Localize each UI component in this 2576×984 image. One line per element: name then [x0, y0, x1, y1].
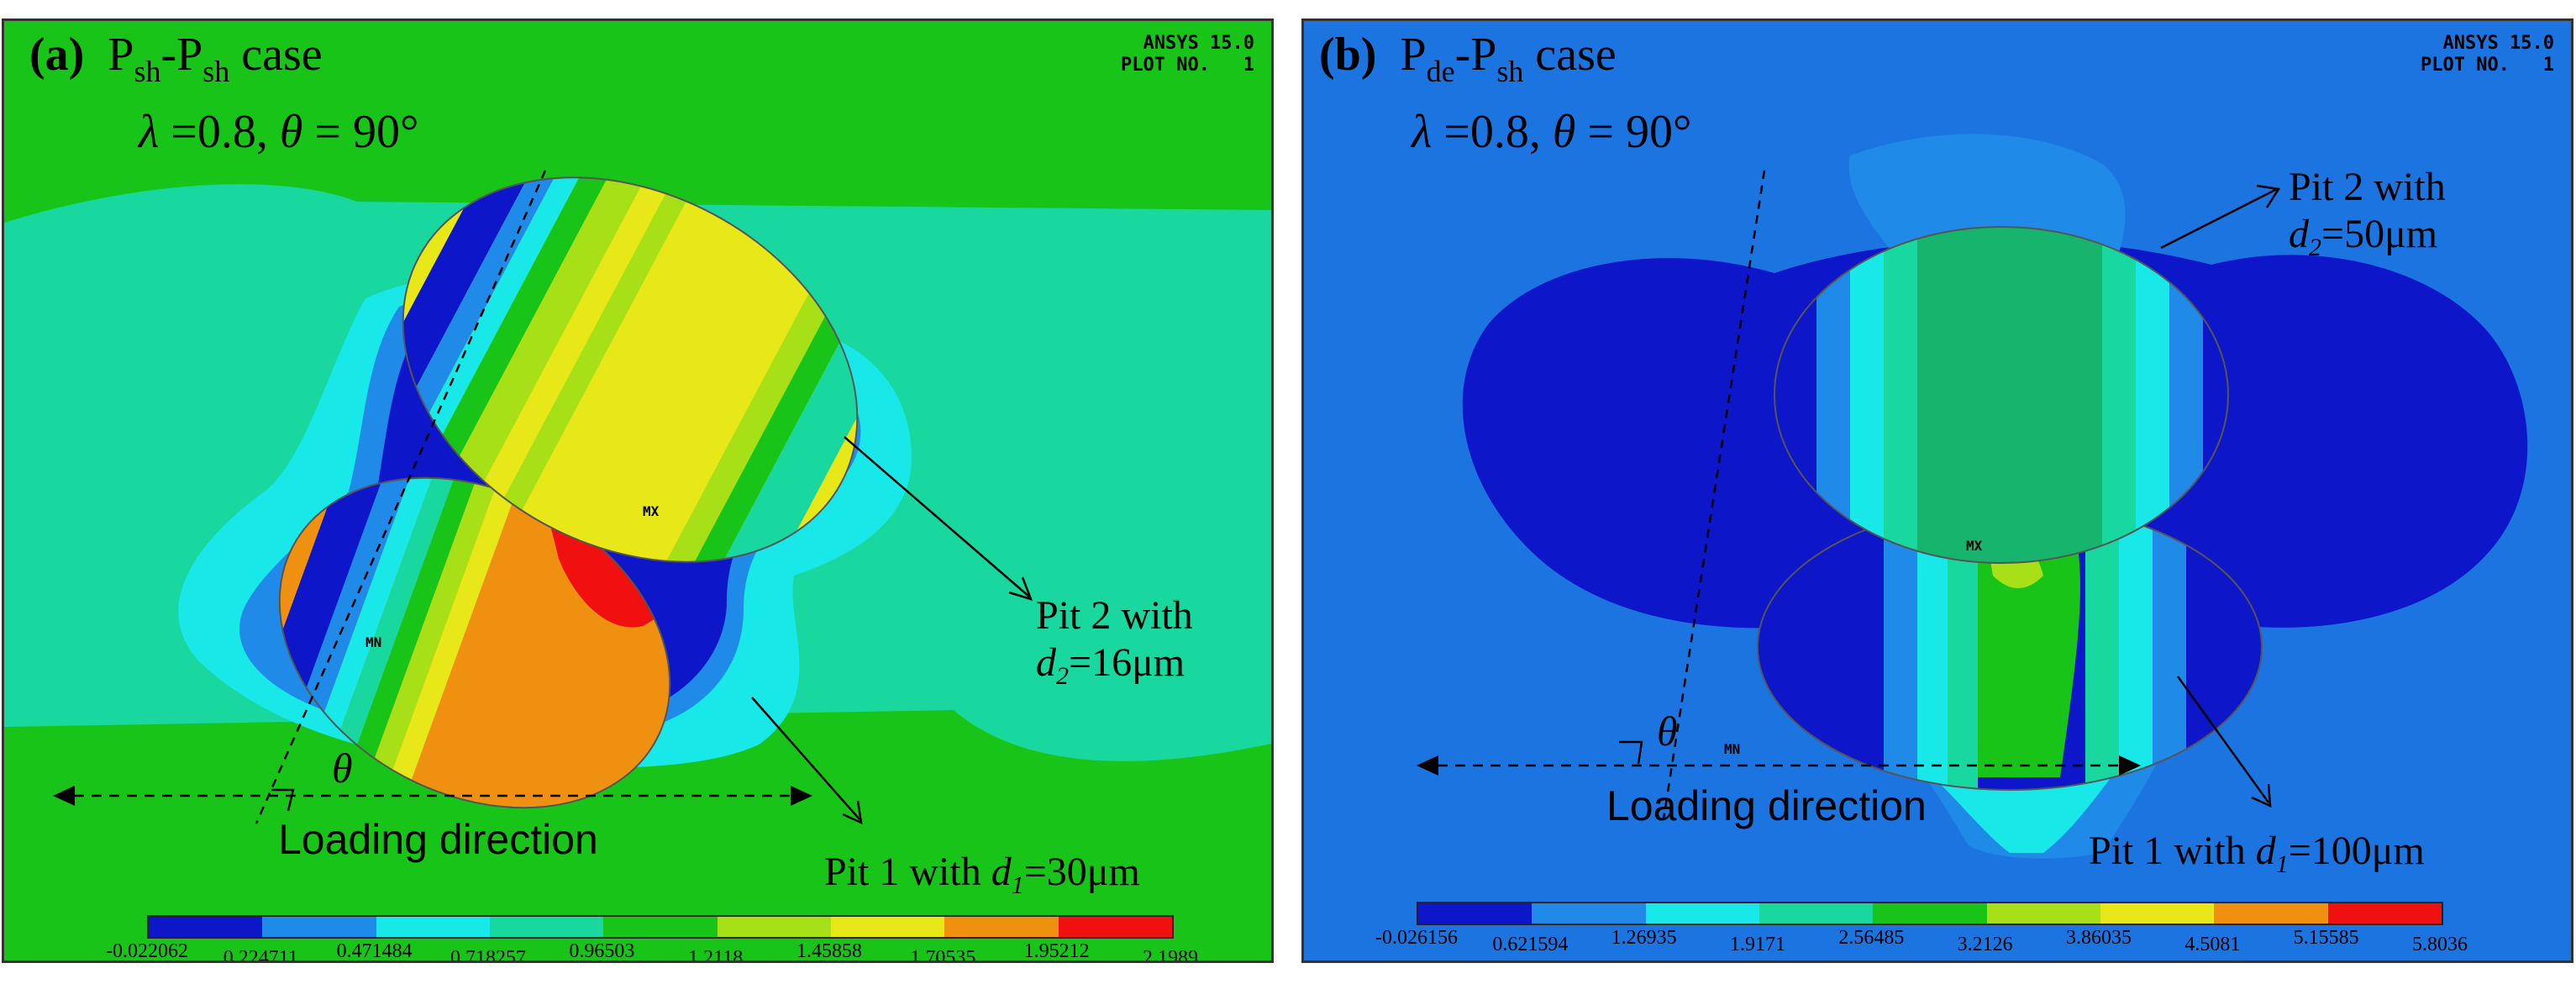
colorbar-segment	[1986, 903, 2100, 923]
panel-a-colorbar	[147, 915, 1174, 939]
colorbar-tick-label: -0.026156	[1375, 927, 1458, 949]
colorbar-tick-label: 1.70535	[910, 947, 976, 963]
colorbar-tick-label: 5.15585	[2293, 927, 2359, 949]
colorbar-segment	[262, 917, 376, 937]
colorbar-segment	[1058, 917, 1172, 937]
colorbar-tick-label: 0.96503	[569, 940, 635, 962]
colorbar-tick-label: 1.2118	[688, 947, 744, 963]
panel-b-pit-axis	[1662, 170, 1766, 820]
colorbar-segment	[944, 917, 1059, 937]
colorbar-segment	[376, 917, 490, 937]
colorbar-segment	[1532, 903, 1646, 923]
panel-b-angle-mark	[1619, 740, 1643, 765]
panel-b-pit1-pointer	[2176, 676, 2270, 803]
colorbar-tick-label: 0.621594	[1492, 934, 1569, 955]
panel-a-mx-marker: MX	[643, 503, 660, 519]
colorbar-tick-label: 4.5081	[2184, 934, 2241, 955]
panel-b-mx-marker: MX	[1966, 538, 1983, 554]
panel-b-loading-direction: Loading direction	[1606, 782, 1927, 829]
colorbar-segment	[1759, 903, 1874, 923]
panel-a-angle-mark	[271, 788, 295, 812]
colorbar-tick-label: 1.95212	[1023, 940, 1090, 962]
colorbar-segment	[1645, 903, 1759, 923]
panel-a-loading-arrow-right	[791, 786, 812, 806]
panel-b-pit2-label: Pit 2 with d2=50μm	[2289, 165, 2446, 261]
panel-a-case-title: (a) Psh-Psh case	[29, 29, 323, 88]
panel-b-theta-symbol: θ	[1657, 708, 1678, 755]
colorbar-tick-label: 0.718257	[450, 947, 526, 963]
panel-a-pit1-label: Pit 1 with d1=30μm	[824, 850, 1140, 899]
panel-a-stress-contour	[4, 101, 1271, 873]
panel-b-stress-contour	[1417, 134, 2528, 859]
panel-a-theta-symbol: θ	[332, 745, 353, 792]
panel-a-loading-direction: Loading direction	[278, 816, 598, 863]
colorbar-tick-label: 2.1989	[1143, 947, 1198, 963]
colorbar-segment	[717, 917, 831, 937]
colorbar-tick-label: 1.45858	[796, 940, 862, 962]
colorbar-tick-label: 0.471484	[336, 940, 413, 962]
panel-a-pit2-label: Pit 2 with d2=16μm	[1036, 593, 1193, 690]
panel-b-loading-arrow-left	[1417, 755, 1438, 776]
panel-b-parameters: λ =0.8, θ = 90°	[1412, 106, 1692, 158]
colorbar-tick-label: 1.9171	[1730, 934, 1785, 955]
panel-b-loading-arrow-right	[2119, 755, 2141, 776]
colorbar-tick-label: 1.26935	[1611, 927, 1677, 949]
panel-a-pit2-pointer	[844, 436, 1030, 597]
panel-a-mn-marker: MN	[365, 634, 382, 650]
panel-b-colorbar	[1417, 902, 2443, 925]
colorbar-tick-label: 3.2126	[1957, 934, 2013, 955]
colorbar-segment	[603, 917, 718, 937]
panel-b-case-title: (b) Pde-Psh case	[1319, 29, 1617, 88]
panel-a-ansys-label: ANSYS 15.0 PLOT NO. 1	[1121, 33, 1254, 76]
panel-a: (a) Psh-Psh case λ =0.8, θ = 90° ANSYS 1…	[2, 18, 1274, 963]
panel-b: (b) Pde-Psh case λ =0.8, θ = 90° ANSYS 1…	[1301, 18, 2573, 963]
colorbar-segment	[489, 917, 604, 937]
panel-a-pit1-pointer	[751, 697, 860, 820]
panel-b-pit1-label: Pit 1 with d1=100μm	[2089, 829, 2425, 878]
panel-b-mn-marker: MN	[1724, 741, 1741, 757]
colorbar-tick-label: 5.8036	[2412, 934, 2468, 955]
colorbar-segment	[2100, 903, 2215, 923]
panel-a-pit-axis	[255, 170, 547, 824]
colorbar-segment	[1418, 903, 1532, 923]
panel-a-loading-arrow-left	[53, 786, 75, 806]
colorbar-segment	[149, 917, 263, 937]
colorbar-segment	[2327, 903, 2442, 923]
colorbar-tick-label: 3.86035	[2066, 927, 2132, 949]
colorbar-tick-label: 0.224711	[223, 947, 298, 963]
panel-b-pit2-pointer	[2160, 187, 2278, 250]
panel-b-ansys-label: ANSYS 15.0 PLOT NO. 1	[2421, 33, 2554, 76]
colorbar-tick-label: -0.022062	[106, 940, 188, 962]
colorbar-segment	[830, 917, 945, 937]
colorbar-segment	[2214, 903, 2328, 923]
colorbar-segment	[1873, 903, 1987, 923]
panel-a-parameters: λ =0.8, θ = 90°	[139, 106, 419, 158]
colorbar-tick-label: 2.56485	[1838, 927, 1905, 949]
